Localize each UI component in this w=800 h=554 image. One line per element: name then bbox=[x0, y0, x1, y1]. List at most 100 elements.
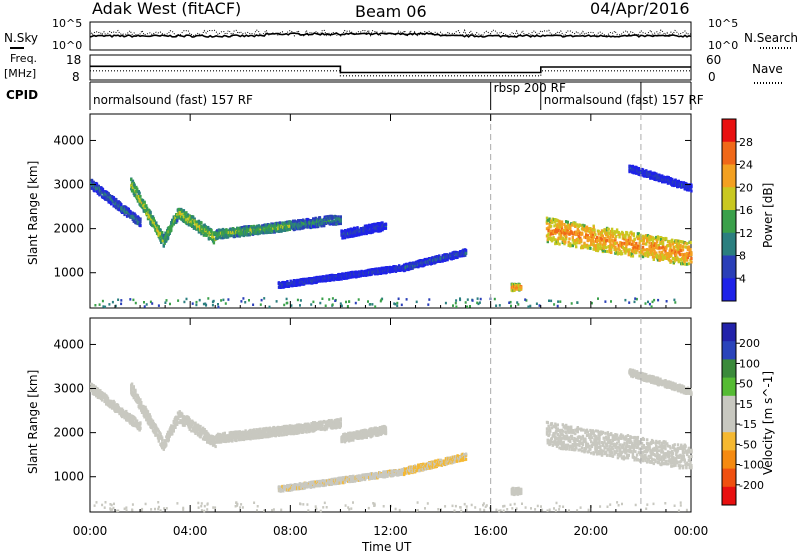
data-cell bbox=[615, 248, 618, 251]
colorbar-swatch bbox=[722, 187, 736, 211]
data-cell bbox=[110, 399, 113, 403]
data-cell bbox=[162, 244, 165, 248]
data-cell bbox=[164, 301, 167, 304]
data-cell bbox=[604, 237, 607, 241]
colorbar-swatch bbox=[722, 119, 736, 143]
data-cell bbox=[287, 227, 290, 231]
data-cell bbox=[599, 243, 602, 246]
data-cell bbox=[133, 219, 136, 223]
data-cell bbox=[230, 233, 233, 237]
data-cell bbox=[202, 302, 205, 306]
data-cell bbox=[97, 184, 100, 188]
data-cell bbox=[637, 244, 640, 248]
data-cell bbox=[282, 227, 286, 231]
data-cell bbox=[684, 262, 687, 266]
data-cell bbox=[118, 208, 121, 212]
data-cell bbox=[600, 231, 604, 235]
data-cell bbox=[545, 221, 549, 225]
data-cell bbox=[195, 303, 198, 307]
data-cell bbox=[621, 231, 625, 235]
data-cell bbox=[583, 224, 586, 228]
data-cell bbox=[131, 185, 135, 189]
data-cell bbox=[602, 247, 605, 251]
data-cell bbox=[142, 208, 145, 211]
data-cell bbox=[115, 198, 118, 202]
data-cell bbox=[661, 252, 664, 256]
data-cell bbox=[660, 256, 663, 259]
data-cell bbox=[566, 220, 569, 224]
data-cell bbox=[339, 222, 342, 226]
data-cell bbox=[554, 242, 557, 246]
colorbar-tick-label: 24 bbox=[739, 159, 753, 172]
data-cell bbox=[258, 231, 261, 235]
data-cell bbox=[672, 246, 675, 250]
data-cell bbox=[464, 253, 467, 257]
data-cell bbox=[679, 253, 682, 257]
data-cell bbox=[640, 250, 644, 254]
data-cell bbox=[674, 301, 677, 304]
data-cell bbox=[574, 222, 577, 226]
data-cell bbox=[200, 232, 203, 236]
data-cell bbox=[670, 259, 673, 263]
data-cell bbox=[653, 250, 656, 254]
data-cell bbox=[548, 237, 551, 241]
data-cell bbox=[582, 245, 585, 249]
data-cell bbox=[649, 170, 652, 174]
data-cell bbox=[675, 253, 678, 257]
data-cell bbox=[690, 251, 693, 255]
data-cell bbox=[145, 303, 148, 306]
data-cell bbox=[312, 225, 315, 228]
data-cell bbox=[137, 398, 140, 402]
data-cell bbox=[221, 227, 225, 231]
data-cell bbox=[130, 387, 133, 391]
data-cell bbox=[205, 304, 207, 307]
data-cell bbox=[668, 249, 671, 253]
data-cell bbox=[140, 402, 143, 406]
data-cell bbox=[198, 230, 201, 234]
data-cell bbox=[158, 230, 161, 234]
y-tick-label: 3000 bbox=[53, 178, 84, 192]
data-cell bbox=[381, 221, 384, 225]
colorbar-tick-label: 28 bbox=[739, 136, 753, 149]
nsearch-tick-low: 10^0 bbox=[708, 39, 738, 52]
data-cell bbox=[139, 426, 142, 430]
data-cell bbox=[639, 244, 642, 248]
data-cell bbox=[107, 192, 110, 196]
data-cell bbox=[592, 240, 595, 244]
data-cell bbox=[133, 183, 136, 187]
data-cell bbox=[554, 231, 557, 235]
data-cell bbox=[595, 245, 598, 249]
data-cell bbox=[659, 242, 662, 245]
data-cell bbox=[206, 232, 209, 236]
data-cell bbox=[123, 213, 126, 217]
data-cell bbox=[590, 242, 593, 246]
data-cell bbox=[325, 215, 328, 219]
data-cell bbox=[269, 228, 272, 232]
data-cell bbox=[648, 302, 651, 306]
data-cell bbox=[651, 255, 655, 259]
data-cell bbox=[299, 299, 302, 302]
data-cell bbox=[367, 300, 369, 303]
data-cell bbox=[645, 242, 648, 246]
data-cell bbox=[629, 237, 632, 241]
data-cell bbox=[671, 249, 674, 253]
data-cell bbox=[139, 398, 142, 402]
data-cell bbox=[230, 231, 233, 235]
data-cell bbox=[609, 240, 612, 244]
colorbar-swatch bbox=[722, 255, 736, 279]
data-cell bbox=[252, 303, 255, 306]
data-cell bbox=[176, 215, 179, 219]
cpid-label: CPID bbox=[6, 88, 38, 102]
data-cell bbox=[554, 223, 558, 227]
data-cell bbox=[604, 249, 607, 253]
data-cell bbox=[393, 302, 396, 305]
data-cell bbox=[102, 305, 105, 308]
data-cell bbox=[595, 236, 599, 239]
data-cell bbox=[651, 176, 655, 180]
data-cell bbox=[586, 246, 590, 250]
data-cell bbox=[120, 407, 124, 411]
data-cell bbox=[553, 224, 556, 228]
data-cell bbox=[268, 305, 271, 309]
data-cell bbox=[105, 192, 108, 196]
data-cell bbox=[547, 229, 550, 233]
